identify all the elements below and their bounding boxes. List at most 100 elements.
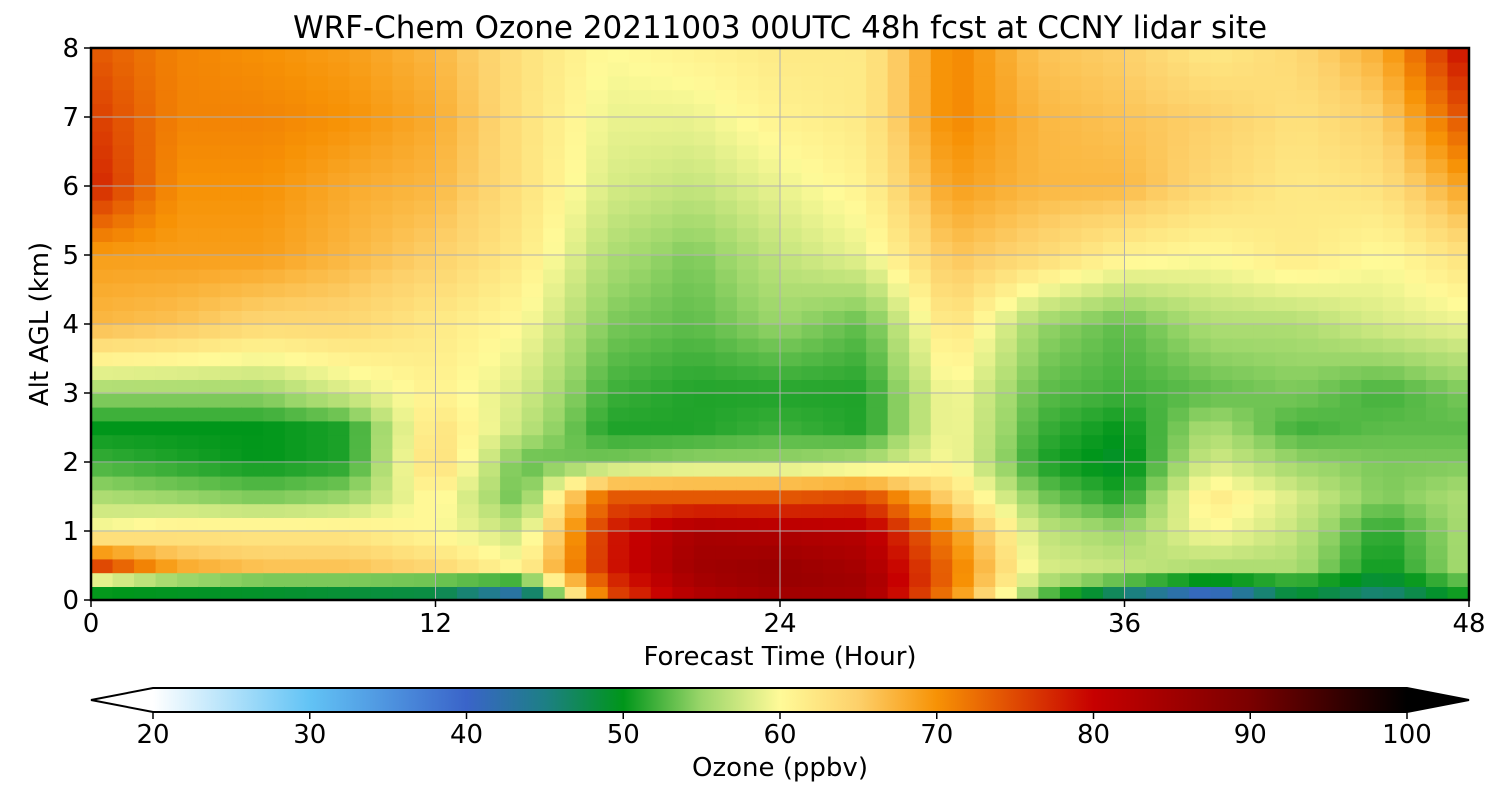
heatmap-cell bbox=[1081, 406, 1104, 422]
heatmap-cell bbox=[844, 130, 867, 146]
heatmap-cell bbox=[435, 310, 458, 325]
heatmap-cell bbox=[1059, 586, 1083, 600]
heatmap-cell bbox=[1296, 379, 1320, 394]
heatmap-cell bbox=[650, 61, 674, 77]
heatmap-cell bbox=[952, 517, 975, 532]
heatmap-cell bbox=[1361, 448, 1384, 463]
heatmap-cell bbox=[306, 227, 329, 242]
heatmap-cell bbox=[112, 558, 135, 574]
heatmap-cell bbox=[155, 420, 178, 436]
heatmap-cell bbox=[1081, 544, 1104, 560]
heatmap-cell bbox=[1232, 282, 1255, 298]
heatmap-cell bbox=[1210, 310, 1233, 325]
heatmap-cell bbox=[263, 89, 286, 104]
heatmap-cell bbox=[370, 420, 394, 436]
heatmap-cell bbox=[1339, 213, 1363, 229]
heatmap-cell bbox=[457, 103, 480, 118]
heatmap-cell bbox=[198, 199, 221, 215]
heatmap-cell bbox=[715, 420, 738, 436]
heatmap-cell bbox=[1296, 241, 1320, 256]
heatmap-cell bbox=[112, 475, 135, 491]
heatmap-cell bbox=[1339, 158, 1363, 173]
heatmap-cell bbox=[435, 517, 458, 532]
heatmap-cell bbox=[995, 406, 1018, 422]
heatmap-cell bbox=[1361, 517, 1384, 532]
heatmap-cell bbox=[736, 282, 760, 298]
heatmap-cell bbox=[1189, 420, 1212, 436]
heatmap-cell bbox=[263, 531, 286, 546]
heatmap-cell bbox=[715, 531, 738, 546]
heatmap-cell bbox=[500, 337, 523, 353]
heatmap-cell bbox=[693, 531, 717, 546]
heatmap-cell bbox=[543, 351, 566, 367]
heatmap-cell bbox=[629, 172, 652, 187]
x-axis-ticks: 0 12 24 36 48 bbox=[83, 600, 1486, 639]
heatmap-cell bbox=[327, 296, 351, 311]
heatmap-cell bbox=[220, 282, 243, 298]
heatmap-cell bbox=[1382, 89, 1406, 104]
heatmap-cell bbox=[973, 324, 997, 339]
heatmap-cell bbox=[327, 213, 351, 229]
heatmap-cell bbox=[952, 462, 975, 477]
heatmap-cell bbox=[995, 531, 1018, 546]
heatmap-cell bbox=[629, 448, 652, 463]
heatmap-cell bbox=[1167, 172, 1190, 187]
heatmap-cell bbox=[177, 89, 200, 104]
heatmap-cell bbox=[478, 475, 501, 491]
heatmap-cell bbox=[327, 572, 351, 587]
heatmap-cell bbox=[736, 172, 760, 187]
heatmap-cell bbox=[306, 172, 329, 187]
heatmap-cell bbox=[1253, 241, 1277, 256]
heatmap-cell bbox=[370, 199, 394, 215]
heatmap-cell bbox=[177, 586, 200, 600]
heatmap-cell bbox=[220, 448, 243, 463]
heatmap-cell bbox=[995, 89, 1018, 104]
heatmap-cell bbox=[1038, 296, 1061, 311]
heatmap-cell bbox=[91, 558, 114, 574]
heatmap-cell bbox=[866, 213, 889, 229]
heatmap-cell bbox=[1447, 268, 1469, 284]
heatmap-cell bbox=[370, 572, 394, 587]
heatmap-cell bbox=[1404, 434, 1427, 449]
heatmap-cell bbox=[973, 365, 997, 380]
heatmap-cell bbox=[500, 406, 523, 422]
heatmap-cell bbox=[1038, 406, 1061, 422]
heatmap-cell bbox=[1102, 351, 1126, 367]
heatmap-cell bbox=[844, 393, 867, 408]
heatmap-cell bbox=[327, 199, 351, 215]
heatmap-cell bbox=[866, 75, 889, 91]
heatmap-cell bbox=[715, 572, 738, 587]
heatmap-cell bbox=[1038, 558, 1061, 574]
heatmap-cell bbox=[1189, 61, 1212, 77]
heatmap-cell bbox=[241, 337, 265, 353]
heatmap-cell bbox=[220, 462, 243, 477]
heatmap-cell bbox=[241, 282, 265, 298]
heatmap-cell bbox=[1167, 448, 1190, 463]
heatmap-cell bbox=[284, 103, 308, 118]
heatmap-cell bbox=[543, 337, 566, 353]
heatmap-cell bbox=[1296, 158, 1320, 173]
heatmap-cell bbox=[370, 337, 394, 353]
heatmap-cell bbox=[758, 448, 781, 463]
heatmap-cell bbox=[973, 213, 997, 229]
heatmap-cell bbox=[370, 351, 394, 367]
heatmap-cell bbox=[736, 420, 760, 436]
heatmap-cell bbox=[1189, 379, 1212, 394]
heatmap-cell bbox=[973, 158, 997, 173]
heatmap-cell bbox=[887, 199, 910, 215]
heatmap-cell bbox=[1124, 558, 1147, 574]
heatmap-cell bbox=[284, 130, 308, 146]
heatmap-cell bbox=[521, 117, 544, 132]
heatmap-cell bbox=[134, 61, 157, 77]
heatmap-cell bbox=[607, 268, 631, 284]
heatmap-cell bbox=[1059, 572, 1083, 587]
heatmap-cell bbox=[1081, 448, 1104, 463]
heatmap-cell bbox=[220, 199, 243, 215]
heatmap-cell bbox=[1382, 310, 1406, 325]
heatmap-cell bbox=[1232, 572, 1255, 587]
heatmap-cell bbox=[435, 462, 458, 477]
heatmap-cell bbox=[198, 117, 221, 132]
heatmap-cell bbox=[564, 337, 588, 353]
heatmap-cell bbox=[306, 351, 329, 367]
heatmap-cell bbox=[1447, 89, 1469, 104]
